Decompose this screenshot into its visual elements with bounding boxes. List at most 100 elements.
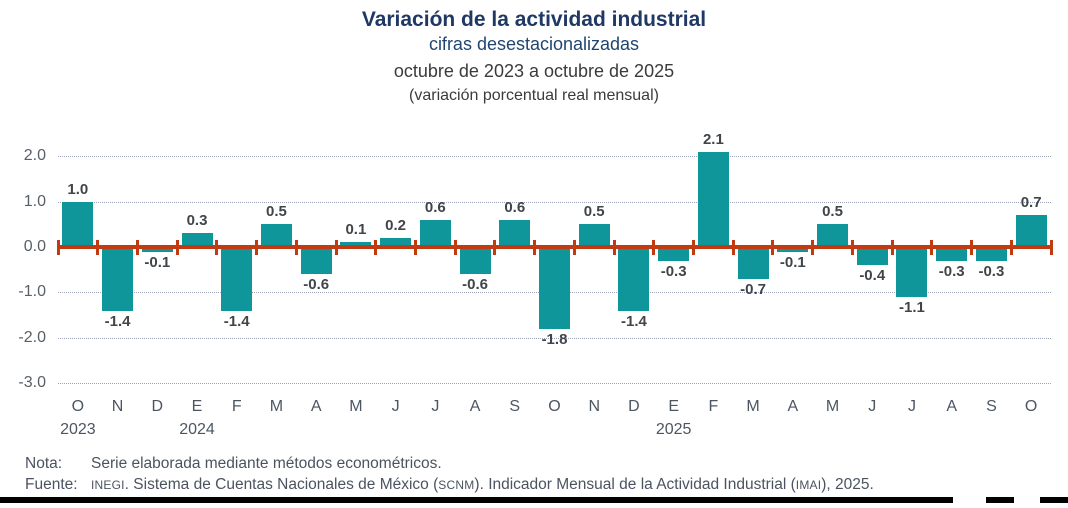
x-axis-month-label: E: [668, 398, 679, 415]
zero-axis-tick: [255, 239, 259, 255]
zero-axis-tick: [334, 239, 338, 255]
bar-value-label: -1.1: [899, 298, 925, 316]
zero-axis-tick: [612, 239, 616, 255]
bar: [419, 219, 451, 247]
zero-axis-tick: [453, 239, 457, 255]
bar: [62, 201, 94, 247]
x-axis-month-label: D: [628, 398, 640, 415]
bar: [260, 224, 292, 247]
bar: [578, 224, 610, 247]
zero-axis-tick: [1009, 239, 1013, 255]
x-axis-month-label: F: [708, 398, 719, 415]
bar-value-label: -1.4: [104, 312, 131, 330]
zero-axis-tick: [890, 239, 894, 255]
bar: [697, 151, 729, 247]
zero-axis-tick: [572, 239, 576, 255]
chart-subtitle: cifras desestacionalizadas: [428, 34, 640, 54]
bar-value-label: 0.5: [583, 203, 605, 221]
zero-axis-tick: [294, 239, 298, 255]
bar-value-label: 0.6: [504, 198, 526, 216]
bar-value-label: 0.7: [1020, 194, 1042, 212]
zero-axis-tick: [135, 239, 139, 255]
zero-axis-tick: [850, 239, 854, 255]
bar-value-label: 1.0: [67, 180, 89, 198]
bar: [658, 247, 690, 261]
x-axis-month-label: E: [191, 398, 203, 415]
bar-value-label: -1.8: [541, 330, 568, 348]
y-axis-tick-label: 0.0: [23, 238, 46, 255]
chart-title: Variación de la actividad industrial: [361, 8, 707, 31]
x-axis-month-label: N: [588, 398, 600, 415]
x-axis-month-label: S: [509, 398, 521, 415]
y-axis-tick-label: 2.0: [23, 147, 46, 165]
x-axis-month-label: A: [787, 398, 799, 415]
bar: [340, 242, 372, 247]
fuente-acronym: INEGI: [91, 478, 125, 492]
bar: [539, 247, 570, 329]
bar: [618, 247, 650, 311]
bar: [300, 247, 332, 275]
zero-axis-tick: [930, 239, 934, 255]
x-axis-month-label: A: [946, 398, 958, 415]
fuente-acronym: SCNM: [438, 478, 475, 492]
x-axis-month-label: J: [868, 398, 877, 415]
y-axis-tick-label: -3.0: [18, 374, 46, 392]
x-axis-month-label: M: [746, 398, 760, 415]
bar: [141, 247, 173, 252]
x-axis-year-label: 2024: [179, 421, 215, 438]
gridline: [58, 337, 1051, 339]
bar-value-label: 0.5: [266, 203, 287, 221]
zero-axis-tick: [652, 239, 656, 255]
x-axis-month-label: O: [71, 398, 85, 415]
note-row: Nota: Serie elaborada mediante métodos e…: [25, 454, 1064, 473]
fuente-label: Fuente:: [25, 476, 78, 493]
bar: [499, 219, 531, 247]
zero-axis-tick: [215, 239, 219, 255]
zero-axis-tick: [56, 239, 60, 255]
bar-value-label: 0.2: [385, 216, 407, 234]
bar-value-label: 0.6: [424, 198, 446, 216]
bar: [102, 247, 134, 311]
gridline: [58, 201, 1051, 203]
bottom-rule-segment: [1040, 497, 1068, 503]
bar: [221, 247, 253, 311]
bar-value-label: -0.4: [859, 267, 886, 285]
x-axis-year-label: 2023: [60, 421, 96, 438]
bottom-rule-segment: [0, 497, 953, 503]
x-axis-month-label: D: [151, 398, 164, 415]
bar: [936, 247, 968, 261]
zero-axis-tick: [1049, 239, 1053, 255]
nota-label: Nota:: [25, 455, 63, 472]
x-axis-month-label: J: [431, 398, 440, 415]
zero-axis-tick: [96, 239, 100, 255]
x-axis-month-label: M: [269, 398, 284, 415]
bar-value-label: -0.3: [938, 262, 965, 280]
bar-value-label: -0.7: [740, 280, 767, 298]
fuente-text: INEGI. Sistema de Cuentas Nacionales de …: [91, 475, 874, 495]
bar: [777, 247, 809, 252]
y-axis-tick-label: -1.0: [18, 283, 46, 301]
zero-axis-tick: [771, 239, 775, 255]
bar-value-label: 2.1: [702, 130, 724, 148]
chart-measure: (variación porcentual real mensual): [409, 87, 659, 104]
y-axis-tick-label: 1.0: [23, 192, 46, 210]
zero-axis-tick: [533, 239, 537, 255]
zero-axis-tick: [692, 239, 696, 255]
bar: [817, 224, 849, 247]
x-axis-month-label: F: [231, 398, 242, 415]
zero-axis-tick: [731, 239, 735, 255]
bar: [459, 247, 491, 275]
zero-axis-tick: [493, 239, 497, 255]
bottom-rule-segment: [986, 497, 1014, 503]
bar: [181, 233, 213, 247]
bar: [1015, 215, 1047, 247]
x-axis-month-label: A: [310, 398, 322, 415]
source-row: Fuente: INEGI. Sistema de Cuentas Nacion…: [25, 475, 1064, 495]
bar-value-label: -0.6: [303, 276, 330, 294]
bar-value-label: -1.4: [223, 312, 250, 330]
x-axis-month-label: A: [469, 398, 481, 415]
x-axis-month-label: J: [391, 398, 400, 415]
fuente-segment: . Sistema de Cuentas Nacionales de Méxic…: [124, 476, 439, 493]
zero-axis-line: [58, 245, 1051, 249]
